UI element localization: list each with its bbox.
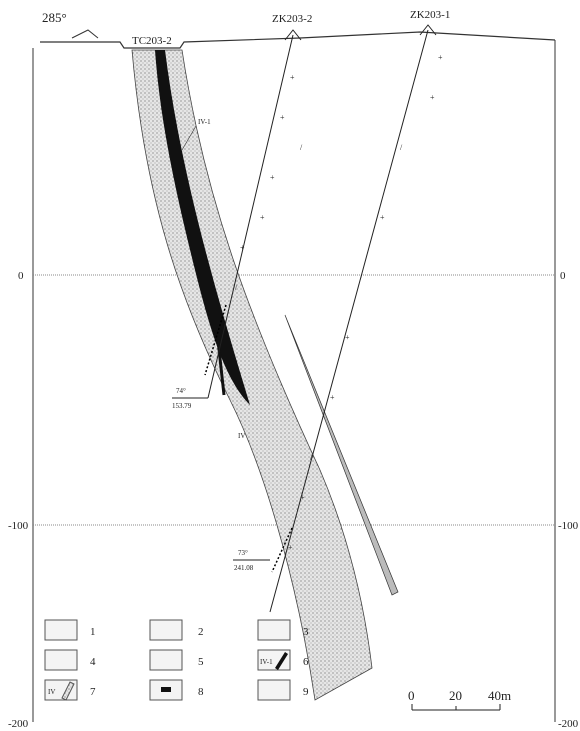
svg-text:/: /: [400, 143, 403, 152]
svg-text:/: /: [300, 143, 303, 152]
legend-number: 3: [303, 626, 309, 638]
elevation: -200: [558, 718, 579, 730]
legend-number: 7: [90, 686, 96, 698]
svg-text:+: +: [380, 213, 385, 222]
legend-number: 9: [303, 686, 309, 698]
svg-text:+: +: [290, 73, 295, 82]
svg-text:+: +: [430, 93, 435, 102]
legend-label: IV-1: [260, 658, 273, 666]
elevation: -200: [8, 718, 29, 730]
legend-number: 2: [198, 626, 204, 638]
zone-label: IV: [238, 432, 245, 440]
cross-section: ++/+++/ ++/+/++/++ 285° TC203-2 ZK203-2 …: [0, 0, 580, 731]
hole-angle: 74°: [176, 387, 186, 395]
svg-text:+: +: [438, 53, 443, 62]
legend-number: 6: [303, 656, 309, 668]
svg-text:+: +: [270, 173, 275, 182]
legend-label: IV: [48, 688, 55, 696]
legend-number: 4: [90, 656, 96, 668]
hole-depth: 241.08: [234, 564, 254, 572]
scale-label: 0: [408, 688, 415, 703]
legend: [45, 620, 290, 700]
svg-text:/: /: [360, 273, 363, 282]
hole-label: ZK203-2: [272, 13, 312, 25]
svg-text:+: +: [300, 493, 305, 502]
svg-text:+: +: [260, 213, 265, 222]
legend-number: 1: [90, 626, 96, 638]
svg-text:+: +: [280, 113, 285, 122]
scale-label: 20: [449, 688, 462, 703]
svg-text:+: +: [288, 543, 293, 552]
svg-text:+: +: [330, 393, 335, 402]
hole-angle: 73°: [238, 549, 248, 557]
hole-label: ZK203-1: [410, 9, 450, 21]
svg-text:+: +: [345, 333, 350, 342]
scale-bar: [412, 704, 500, 710]
legend-number: 5: [198, 656, 204, 668]
orebody-label: IV-1: [198, 118, 211, 126]
azimuth: 285°: [42, 10, 67, 25]
elevation: 0: [18, 270, 24, 282]
elevation: -100: [558, 520, 579, 532]
legend-number: 8: [198, 686, 204, 698]
trench-label: TC203-2: [132, 35, 172, 47]
hole-depth: 153.79: [172, 402, 192, 410]
frame: [33, 30, 555, 722]
svg-text:+: +: [240, 243, 245, 252]
elevation: 0: [560, 270, 566, 282]
elevation: -100: [8, 520, 29, 532]
scale-label: 40m: [488, 688, 511, 703]
